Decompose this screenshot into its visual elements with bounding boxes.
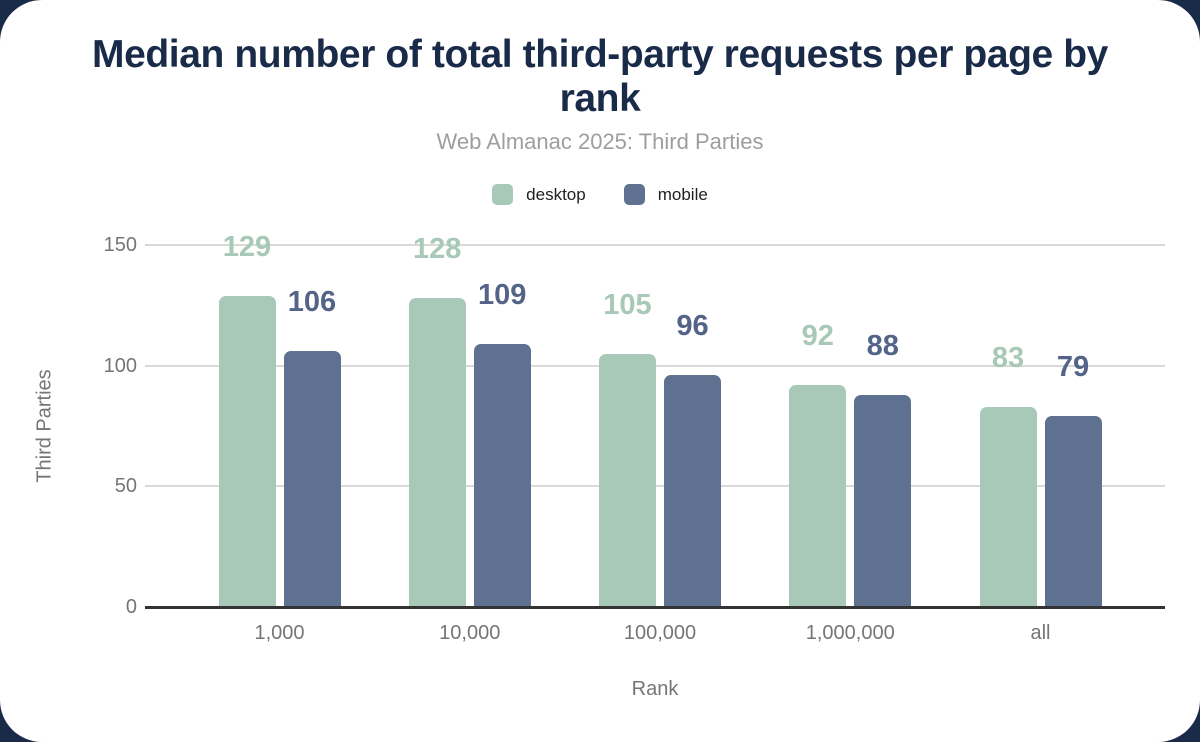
x-axis-baseline	[145, 605, 1165, 609]
bar-mobile-all	[1044, 416, 1102, 607]
chart-title: Median number of total third-party reque…	[92, 33, 1108, 121]
desktop-series-swatch	[492, 184, 514, 205]
x-axis-category-label: 1,000	[254, 622, 305, 644]
y-axis-tick-label: 50	[114, 475, 137, 498]
value-label-mobile-1000: 106	[287, 286, 337, 319]
value-label-desktop-1000000: 92	[801, 319, 834, 352]
y-axis-tick-label: 100	[103, 354, 137, 377]
y-axis-tick-label: 150	[103, 234, 137, 256]
bar-mobile-100000	[664, 375, 721, 607]
bar-mobile-1000	[283, 351, 341, 607]
x-axis-category-label: 10,000	[439, 622, 501, 644]
value-label-desktop-100000: 105	[603, 288, 652, 321]
bar-mobile-10000	[473, 343, 531, 607]
legend: desktop mobile	[0, 184, 1200, 205]
bar-desktop-10000	[408, 298, 466, 607]
value-label-mobile-1000000: 88	[866, 329, 899, 362]
mobile-series-swatch	[623, 184, 645, 205]
x-axis-title: Rank	[631, 678, 679, 700]
legend-label-mobile: mobile	[657, 184, 708, 204]
legend-label-desktop: desktop	[526, 184, 586, 204]
x-axis-category-label: all	[1030, 622, 1051, 644]
legend-item-desktop: desktop	[492, 184, 586, 205]
chart-subtitle: Web Almanac 2025: Third Parties	[436, 129, 764, 154]
value-label-desktop-10000: 128	[413, 233, 462, 266]
bar-desktop-1000000	[789, 384, 847, 607]
y-axis-tick-label: 0	[125, 596, 137, 618]
value-label-mobile-10000: 109	[478, 278, 527, 311]
legend-item-mobile: mobile	[623, 184, 708, 205]
x-axis-category-label: 1,000,000	[805, 622, 895, 644]
gridline-150	[145, 244, 1165, 246]
value-label-desktop-all: 83	[991, 341, 1025, 374]
y-axis-title: Third Parties	[33, 369, 56, 483]
bar-desktop-all	[979, 406, 1037, 607]
bar-desktop-100000	[599, 353, 656, 607]
x-axis-category-label: 100,000	[623, 622, 697, 644]
value-label-mobile-all: 79	[1056, 351, 1090, 384]
bar-mobile-1000000	[854, 394, 912, 607]
bar-desktop-1000	[218, 295, 276, 607]
value-label-desktop-1000: 129	[222, 230, 272, 263]
value-label-mobile-100000: 96	[676, 310, 709, 343]
